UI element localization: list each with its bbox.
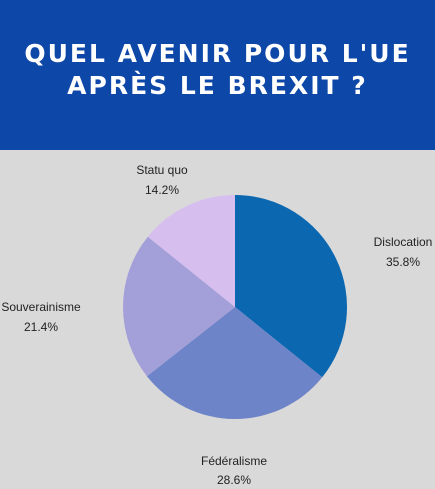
slice-value-souverainisme: 21.4% — [24, 320, 58, 334]
page-title: QUEL AVENIR POUR L'UE APRÈS LE BREXIT ? — [0, 38, 435, 102]
slice-label-souverainisme: Souverainisme — [1, 300, 81, 314]
header-banner: QUEL AVENIR POUR L'UE APRÈS LE BREXIT ? — [0, 0, 435, 150]
pie-slice-federalisme — [146, 307, 323, 420]
pie-slice-statu-quo — [147, 195, 235, 307]
title-line-2: APRÈS LE BREXIT ? — [67, 71, 368, 100]
title-line-1: QUEL AVENIR POUR L'UE — [24, 39, 411, 68]
slice-value-statu-quo: 14.2% — [145, 183, 179, 197]
slice-label-statu-quo: Statu quo — [136, 163, 188, 177]
pie-slice-dislocation — [235, 195, 347, 378]
pie-slice-souverainisme — [122, 236, 235, 377]
slice-value-dislocation: 35.8% — [386, 255, 420, 269]
slice-label-federalisme: Fédéralisme — [201, 454, 267, 468]
slice-value-federalisme: 28.6% — [217, 473, 251, 487]
slice-label-dislocation: Dislocation — [374, 235, 433, 249]
